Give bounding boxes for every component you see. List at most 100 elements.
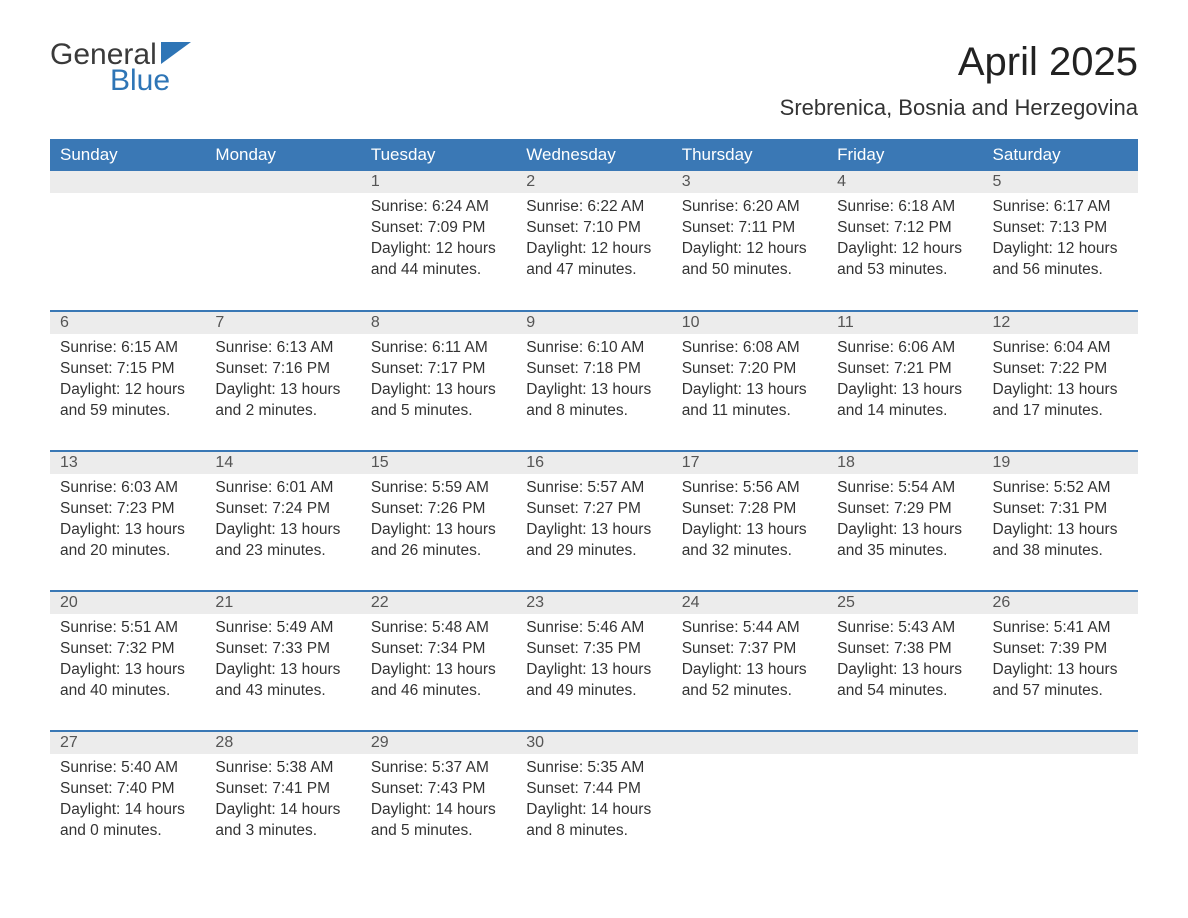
day-sunset: Sunset: 7:34 PM	[371, 639, 506, 660]
calendar-day-cell: 28Sunrise: 5:38 AMSunset: 7:41 PMDayligh…	[205, 731, 360, 871]
day-sunset: Sunset: 7:31 PM	[993, 499, 1128, 520]
day-daylight1: Daylight: 13 hours	[837, 520, 972, 541]
day-daylight2: and 46 minutes.	[371, 681, 506, 702]
day-number: 14	[205, 452, 360, 474]
day-sunset: Sunset: 7:29 PM	[837, 499, 972, 520]
day-sunset: Sunset: 7:43 PM	[371, 779, 506, 800]
day-daylight2: and 43 minutes.	[215, 681, 350, 702]
day-sunrise: Sunrise: 5:48 AM	[371, 618, 506, 639]
day-daylight1: Daylight: 13 hours	[526, 520, 661, 541]
day-number: 3	[672, 171, 827, 193]
calendar-day-cell: 14Sunrise: 6:01 AMSunset: 7:24 PMDayligh…	[205, 451, 360, 591]
day-number: 21	[205, 592, 360, 614]
location-subtitle: Srebrenica, Bosnia and Herzegovina	[780, 95, 1138, 121]
day-daylight1: Daylight: 13 hours	[682, 380, 817, 401]
day-daylight2: and 17 minutes.	[993, 401, 1128, 422]
day-sunrise: Sunrise: 5:43 AM	[837, 618, 972, 639]
day-sunset: Sunset: 7:22 PM	[993, 359, 1128, 380]
day-sunset: Sunset: 7:09 PM	[371, 218, 506, 239]
day-details: Sunrise: 6:08 AMSunset: 7:20 PMDaylight:…	[672, 334, 827, 432]
day-daylight1: Daylight: 13 hours	[371, 520, 506, 541]
day-daylight2: and 59 minutes.	[60, 401, 195, 422]
weekday-header: Saturday	[983, 139, 1138, 171]
day-details: Sunrise: 5:46 AMSunset: 7:35 PMDaylight:…	[516, 614, 671, 712]
day-sunset: Sunset: 7:44 PM	[526, 779, 661, 800]
day-details: Sunrise: 5:48 AMSunset: 7:34 PMDaylight:…	[361, 614, 516, 712]
day-details: Sunrise: 5:57 AMSunset: 7:27 PMDaylight:…	[516, 474, 671, 572]
calendar-day-cell: 15Sunrise: 5:59 AMSunset: 7:26 PMDayligh…	[361, 451, 516, 591]
day-details: Sunrise: 5:49 AMSunset: 7:33 PMDaylight:…	[205, 614, 360, 712]
calendar-day-cell	[827, 731, 982, 871]
day-sunrise: Sunrise: 6:06 AM	[837, 338, 972, 359]
day-daylight2: and 50 minutes.	[682, 260, 817, 281]
calendar-day-cell: 13Sunrise: 6:03 AMSunset: 7:23 PMDayligh…	[50, 451, 205, 591]
header-row: General Blue April 2025 Srebrenica, Bosn…	[50, 40, 1138, 131]
day-daylight2: and 11 minutes.	[682, 401, 817, 422]
day-sunset: Sunset: 7:39 PM	[993, 639, 1128, 660]
day-sunrise: Sunrise: 6:04 AM	[993, 338, 1128, 359]
day-details: Sunrise: 6:01 AMSunset: 7:24 PMDaylight:…	[205, 474, 360, 572]
day-daylight1: Daylight: 13 hours	[837, 660, 972, 681]
day-sunrise: Sunrise: 6:01 AM	[215, 478, 350, 499]
day-daylight1: Daylight: 13 hours	[371, 660, 506, 681]
weekday-header: Sunday	[50, 139, 205, 171]
day-number: 9	[516, 312, 671, 334]
calendar-day-cell: 3Sunrise: 6:20 AMSunset: 7:11 PMDaylight…	[672, 171, 827, 311]
day-number: 22	[361, 592, 516, 614]
day-daylight2: and 56 minutes.	[993, 260, 1128, 281]
day-daylight2: and 8 minutes.	[526, 821, 661, 842]
day-daylight2: and 5 minutes.	[371, 821, 506, 842]
day-details: Sunrise: 5:59 AMSunset: 7:26 PMDaylight:…	[361, 474, 516, 572]
calendar-day-cell: 10Sunrise: 6:08 AMSunset: 7:20 PMDayligh…	[672, 311, 827, 451]
day-daylight2: and 35 minutes.	[837, 541, 972, 562]
day-sunset: Sunset: 7:11 PM	[682, 218, 817, 239]
calendar-day-cell	[205, 171, 360, 311]
day-daylight2: and 23 minutes.	[215, 541, 350, 562]
day-number: 5	[983, 171, 1138, 193]
day-daylight2: and 57 minutes.	[993, 681, 1128, 702]
day-sunrise: Sunrise: 6:10 AM	[526, 338, 661, 359]
calendar-day-cell	[672, 731, 827, 871]
day-number: 20	[50, 592, 205, 614]
day-sunset: Sunset: 7:26 PM	[371, 499, 506, 520]
day-sunrise: Sunrise: 6:22 AM	[526, 197, 661, 218]
day-details: Sunrise: 6:22 AMSunset: 7:10 PMDaylight:…	[516, 193, 671, 291]
day-daylight1: Daylight: 13 hours	[993, 520, 1128, 541]
day-number: 17	[672, 452, 827, 474]
day-sunrise: Sunrise: 5:37 AM	[371, 758, 506, 779]
day-daylight1: Daylight: 12 hours	[371, 239, 506, 260]
calendar-day-cell: 20Sunrise: 5:51 AMSunset: 7:32 PMDayligh…	[50, 591, 205, 731]
day-details: Sunrise: 6:03 AMSunset: 7:23 PMDaylight:…	[50, 474, 205, 572]
day-daylight2: and 40 minutes.	[60, 681, 195, 702]
day-number: 10	[672, 312, 827, 334]
day-daylight1: Daylight: 13 hours	[215, 520, 350, 541]
day-sunset: Sunset: 7:15 PM	[60, 359, 195, 380]
day-sunset: Sunset: 7:21 PM	[837, 359, 972, 380]
day-number: 8	[361, 312, 516, 334]
brand-logo: General Blue	[50, 40, 191, 96]
day-sunset: Sunset: 7:12 PM	[837, 218, 972, 239]
day-daylight1: Daylight: 13 hours	[526, 660, 661, 681]
day-number: 16	[516, 452, 671, 474]
calendar-day-cell: 5Sunrise: 6:17 AMSunset: 7:13 PMDaylight…	[983, 171, 1138, 311]
day-details: Sunrise: 5:52 AMSunset: 7:31 PMDaylight:…	[983, 474, 1138, 572]
calendar-day-cell: 6Sunrise: 6:15 AMSunset: 7:15 PMDaylight…	[50, 311, 205, 451]
day-details: Sunrise: 5:56 AMSunset: 7:28 PMDaylight:…	[672, 474, 827, 572]
day-details: Sunrise: 5:41 AMSunset: 7:39 PMDaylight:…	[983, 614, 1138, 712]
calendar-day-cell: 16Sunrise: 5:57 AMSunset: 7:27 PMDayligh…	[516, 451, 671, 591]
calendar-day-cell: 12Sunrise: 6:04 AMSunset: 7:22 PMDayligh…	[983, 311, 1138, 451]
day-number: 18	[827, 452, 982, 474]
weekday-header: Monday	[205, 139, 360, 171]
day-sunset: Sunset: 7:16 PM	[215, 359, 350, 380]
day-sunset: Sunset: 7:10 PM	[526, 218, 661, 239]
calendar-day-cell: 22Sunrise: 5:48 AMSunset: 7:34 PMDayligh…	[361, 591, 516, 731]
calendar-day-cell: 9Sunrise: 6:10 AMSunset: 7:18 PMDaylight…	[516, 311, 671, 451]
day-details: Sunrise: 5:44 AMSunset: 7:37 PMDaylight:…	[672, 614, 827, 712]
day-number: 26	[983, 592, 1138, 614]
day-daylight2: and 26 minutes.	[371, 541, 506, 562]
day-sunrise: Sunrise: 5:38 AM	[215, 758, 350, 779]
day-number: 23	[516, 592, 671, 614]
calendar-day-cell: 21Sunrise: 5:49 AMSunset: 7:33 PMDayligh…	[205, 591, 360, 731]
calendar-week-row: 1Sunrise: 6:24 AMSunset: 7:09 PMDaylight…	[50, 171, 1138, 311]
day-details: Sunrise: 6:10 AMSunset: 7:18 PMDaylight:…	[516, 334, 671, 432]
